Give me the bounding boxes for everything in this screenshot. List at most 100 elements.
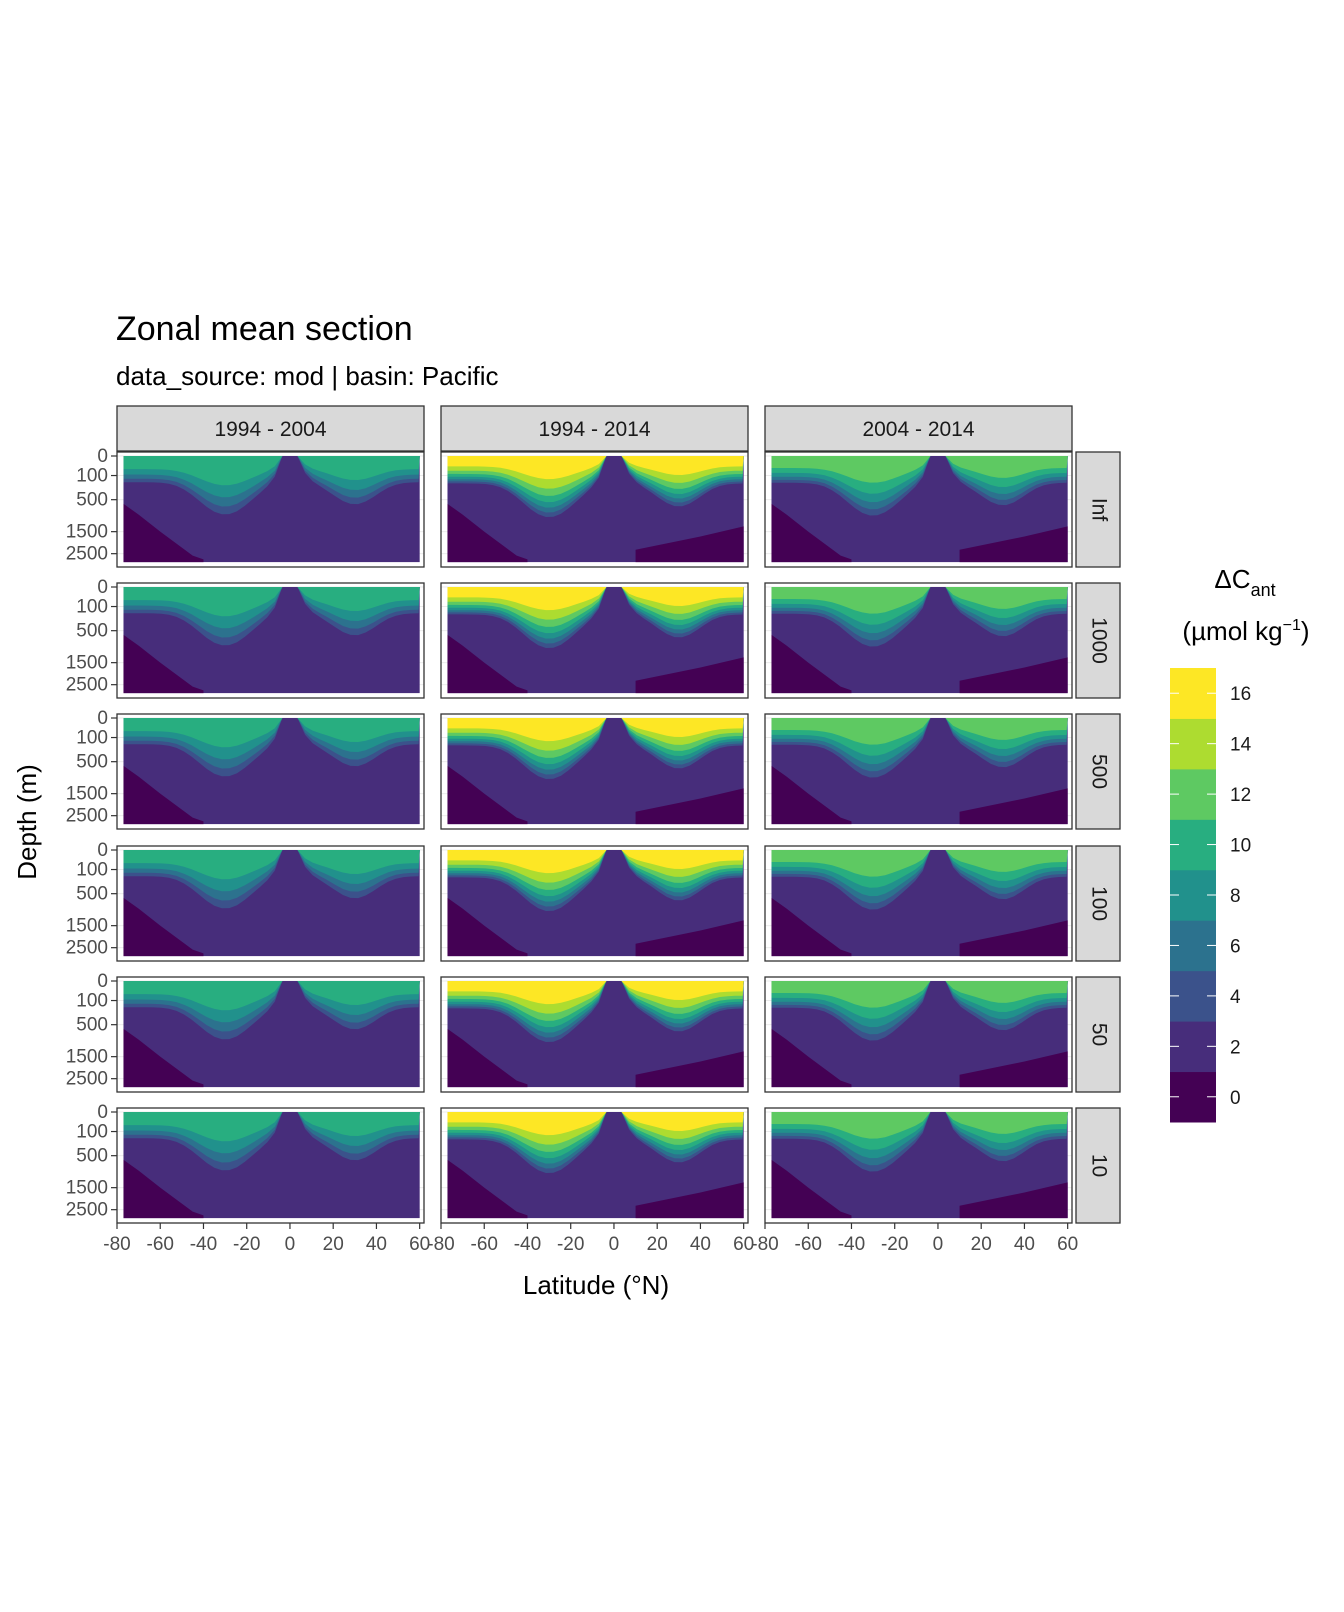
facet-panel xyxy=(764,451,1073,568)
panel-border xyxy=(764,845,1073,962)
y-tick-label: 100 xyxy=(76,728,108,749)
low-anomaly-patch xyxy=(635,920,744,957)
contour-band xyxy=(123,587,420,617)
column-strip-label: 2004 - 2014 xyxy=(862,418,974,441)
legend-unit-sup: −1 xyxy=(1283,617,1301,634)
facet-panel xyxy=(764,976,1073,1093)
x-tick-label: -60 xyxy=(147,1234,174,1255)
column-strip-label: 1994 - 2004 xyxy=(214,418,326,441)
x-tick-label: 0 xyxy=(933,1234,944,1255)
panel-border xyxy=(116,1107,425,1224)
legend-title: ΔCant xyxy=(1214,564,1275,600)
panel-border xyxy=(440,845,749,962)
panel-border xyxy=(440,582,749,699)
column-strip xyxy=(764,405,1073,452)
low-anomaly-patch xyxy=(447,1159,528,1219)
low-anomaly-patch xyxy=(123,765,204,825)
y-tick-label: 100 xyxy=(76,466,108,487)
panel-border xyxy=(116,713,425,830)
y-tick-label: 2500 xyxy=(66,938,108,959)
low-anomaly-patch xyxy=(123,1159,204,1219)
legend-label: 8 xyxy=(1230,886,1241,907)
panel-border xyxy=(764,1107,1073,1224)
x-tick-label: -40 xyxy=(190,1234,217,1255)
facet-panel xyxy=(440,845,749,962)
contour-band xyxy=(123,718,420,748)
x-tick-label: -20 xyxy=(233,1234,260,1255)
column-strip-label: 1994 - 2014 xyxy=(538,418,650,441)
y-tick-label: 500 xyxy=(76,1146,108,1167)
x-tick-label: 0 xyxy=(285,1234,296,1255)
panel-border xyxy=(440,713,749,830)
x-tick-label: -80 xyxy=(103,1234,130,1255)
y-tick-label: 2500 xyxy=(66,806,108,827)
row-strip xyxy=(1075,582,1121,699)
legend-label: 6 xyxy=(1230,936,1241,957)
y-tick-label: 500 xyxy=(76,884,108,905)
y-tick-label: 1500 xyxy=(66,522,108,543)
low-anomaly-patch xyxy=(771,634,852,694)
panel-border xyxy=(116,451,425,568)
contour-band xyxy=(771,718,1068,745)
low-anomaly-patch xyxy=(635,657,744,694)
y-tick-label: 500 xyxy=(76,1015,108,1036)
legend-label: 2 xyxy=(1230,1037,1241,1058)
panel-border xyxy=(116,582,425,699)
legend-label: 14 xyxy=(1230,735,1252,756)
x-axis-title: Latitude (°N) xyxy=(523,1270,669,1300)
x-tick-label: 20 xyxy=(323,1234,344,1255)
row-strip xyxy=(1075,976,1121,1093)
row-strip-label: 50 xyxy=(1087,1023,1110,1046)
low-anomaly-patch xyxy=(959,1182,1068,1219)
facet-panel xyxy=(116,582,425,699)
panel-border xyxy=(764,451,1073,568)
row-strip xyxy=(1075,713,1121,830)
low-anomaly-patch xyxy=(959,920,1068,957)
legend-label: 0 xyxy=(1230,1088,1241,1109)
contour-band xyxy=(447,850,744,874)
column-strip xyxy=(116,405,425,452)
facet-panel xyxy=(764,845,1073,962)
y-tick-label: 0 xyxy=(97,971,108,992)
y-axis-title: Depth (m) xyxy=(12,764,42,880)
low-anomaly-patch xyxy=(771,765,852,825)
facet-panel xyxy=(440,451,749,568)
chart-title: Zonal mean section xyxy=(116,310,413,348)
row-strip-label: 10 xyxy=(1087,1154,1110,1177)
facet-panel xyxy=(116,845,425,962)
y-tick-label: 100 xyxy=(76,991,108,1012)
x-tick-label: 40 xyxy=(690,1234,711,1255)
facet-panel xyxy=(116,976,425,1093)
facet-panel xyxy=(764,582,1073,699)
contour-band xyxy=(447,587,744,611)
x-tick-label: -20 xyxy=(881,1234,908,1255)
x-tick-label: -40 xyxy=(514,1234,541,1255)
legend-unit: (µmol kg−1) xyxy=(1182,616,1309,646)
contour-band xyxy=(771,850,1068,877)
x-tick-label: -80 xyxy=(427,1234,454,1255)
legend-label: 10 xyxy=(1230,836,1251,857)
legend-title-sub: ant xyxy=(1251,580,1276,600)
column-strip xyxy=(440,405,749,452)
legend-unit-right: ) xyxy=(1301,616,1310,646)
y-tick-label: 1500 xyxy=(66,1047,108,1068)
row-strips: Inf 1000 500 100 50 10 xyxy=(1075,451,1121,1224)
facet-panel xyxy=(440,976,749,1093)
y-tick-label: 0 xyxy=(97,446,108,467)
y-tick-label: 1500 xyxy=(66,784,108,805)
low-anomaly-patch xyxy=(959,788,1068,825)
y-tick-label: 1500 xyxy=(66,916,108,937)
x-tick-label: 40 xyxy=(366,1234,387,1255)
low-anomaly-patch xyxy=(123,503,204,563)
color-legend: ΔCant (µmol kg−1) 0 2 4 6 8 10 12 14 16 xyxy=(1170,564,1310,1123)
low-anomaly-patch xyxy=(447,634,528,694)
legend-label: 12 xyxy=(1230,785,1251,806)
row-strip xyxy=(1075,1107,1121,1224)
panel-border xyxy=(440,451,749,568)
legend-unit-left: (µmol kg xyxy=(1182,616,1282,646)
facet-panel xyxy=(116,1107,425,1224)
low-anomaly-patch xyxy=(123,1028,204,1088)
facet-panel xyxy=(440,1107,749,1224)
low-anomaly-patch xyxy=(447,1028,528,1088)
